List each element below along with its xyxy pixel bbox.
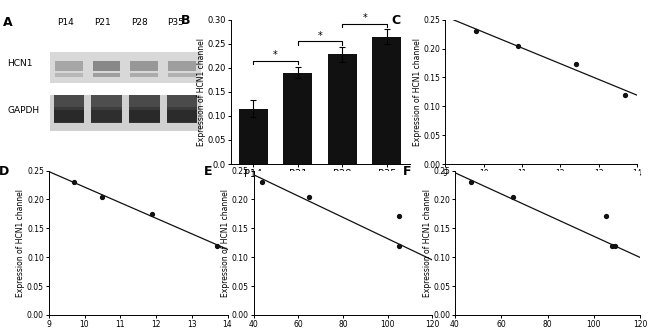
Y-axis label: Expression of HCN1 channel: Expression of HCN1 channel	[413, 38, 422, 146]
Y-axis label: Expression of HCN1 channel: Expression of HCN1 channel	[197, 38, 206, 146]
Bar	[50, 94, 201, 131]
Bar	[131, 61, 158, 71]
Bar	[129, 94, 160, 110]
Text: D: D	[0, 165, 9, 178]
Text: *: *	[273, 50, 278, 60]
Text: P21: P21	[94, 18, 111, 27]
Text: P28: P28	[131, 18, 148, 27]
Bar	[53, 107, 84, 122]
Bar	[168, 61, 196, 71]
Text: B: B	[181, 14, 190, 27]
Bar	[166, 94, 198, 110]
Bar	[91, 94, 122, 110]
Bar	[53, 108, 84, 123]
Bar	[55, 73, 83, 77]
Bar	[283, 72, 313, 164]
Bar	[93, 73, 120, 77]
Bar	[166, 108, 198, 123]
Text: E: E	[203, 165, 212, 178]
Y-axis label: Expression of HCN1 channel: Expression of HCN1 channel	[16, 189, 25, 297]
Bar	[372, 36, 402, 164]
Text: *: *	[318, 31, 322, 41]
Bar	[93, 61, 120, 71]
Bar	[91, 108, 122, 123]
X-axis label: LORR EC50 of propofol: LORR EC50 of propofol	[498, 179, 584, 188]
Bar	[53, 94, 84, 110]
Text: GAPDH: GAPDH	[8, 106, 40, 115]
Text: P35: P35	[168, 18, 185, 27]
Text: C: C	[391, 14, 400, 27]
Bar	[129, 107, 160, 122]
Bar	[131, 73, 158, 77]
Text: P14: P14	[58, 18, 74, 27]
Y-axis label: Expression of HCN1 channel: Expression of HCN1 channel	[422, 189, 432, 297]
Text: *: *	[362, 13, 367, 23]
Bar	[168, 73, 196, 77]
Text: A: A	[3, 16, 12, 29]
Bar	[328, 54, 357, 164]
Bar	[166, 107, 198, 122]
Bar	[239, 109, 268, 164]
Bar	[55, 61, 83, 71]
Bar	[129, 108, 160, 123]
Text: F: F	[403, 165, 411, 178]
Bar	[50, 52, 201, 83]
Text: HCN1: HCN1	[8, 59, 33, 68]
Bar	[91, 107, 122, 122]
Y-axis label: Expression of HCN1 channel: Expression of HCN1 channel	[221, 189, 230, 297]
